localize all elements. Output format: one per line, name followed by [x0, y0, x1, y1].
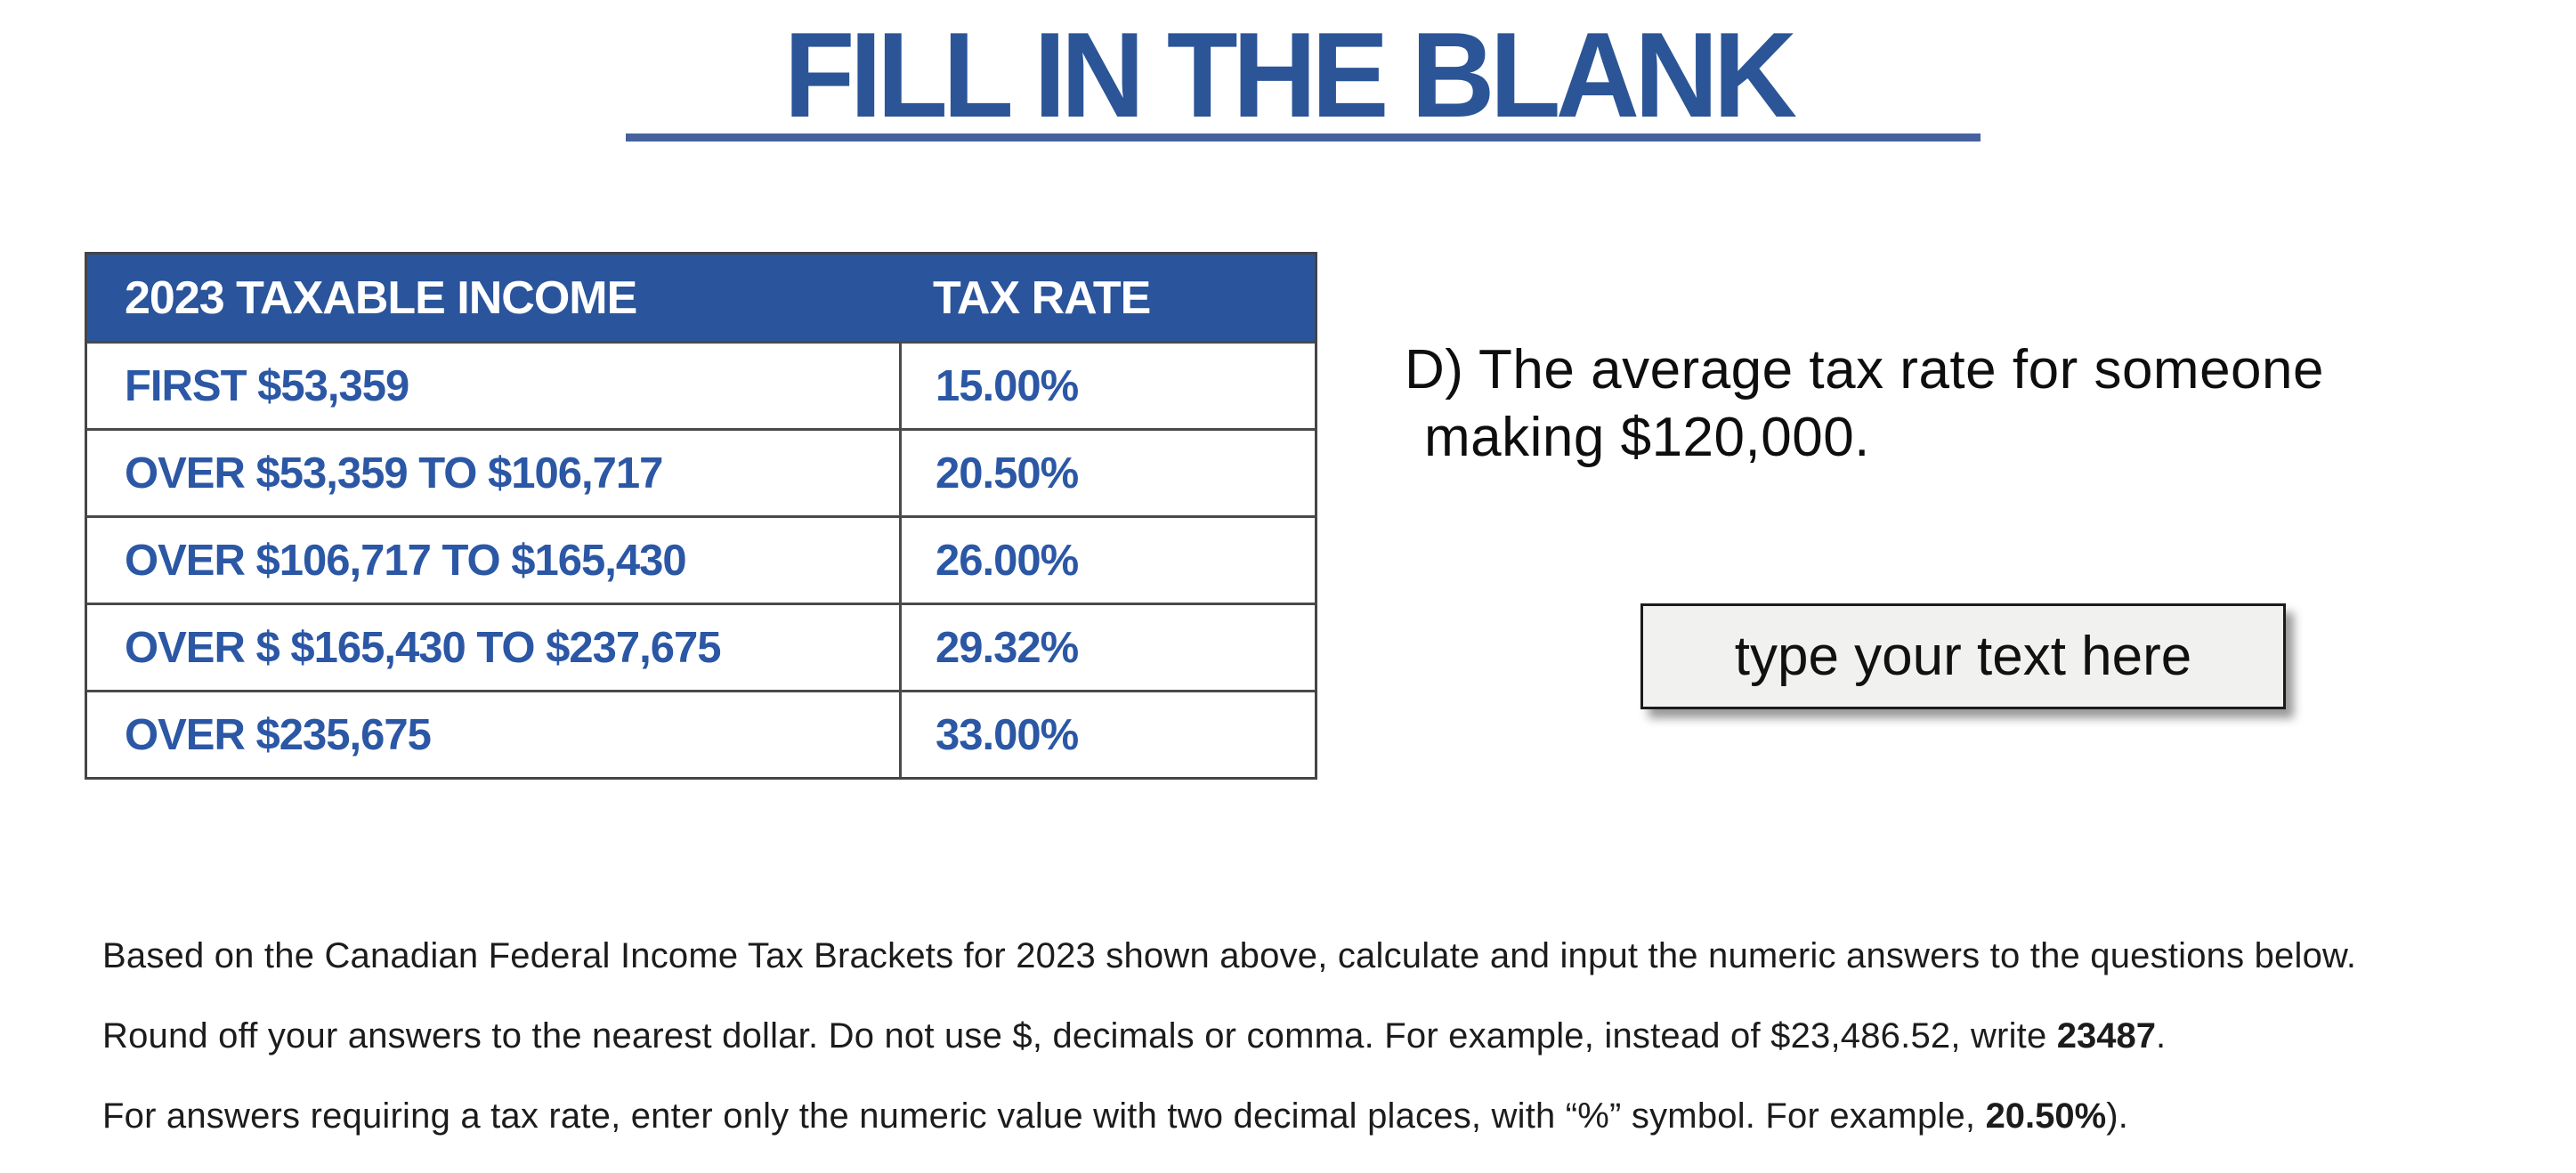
instruction-line-3: For answers requiring a tax rate, enter …: [102, 1093, 2128, 1139]
table-row: OVER $106,717 TO $165,430 26.00%: [87, 515, 1315, 603]
page-title: FILL IN THE BLANK: [783, 7, 1797, 142]
table-row: OVER $235,675 33.00%: [87, 690, 1315, 777]
instruction-line-2-example: 23487: [2056, 1016, 2156, 1056]
table-row: OVER $ $165,430 TO $237,675 29.32%: [87, 603, 1315, 690]
tax-rate-cell: 33.00%: [899, 692, 1315, 777]
tax-rate-cell: 15.00%: [899, 344, 1315, 428]
answer-input[interactable]: [1643, 606, 2283, 707]
instruction-line-3-text: For answers requiring a tax rate, enter …: [102, 1096, 1986, 1136]
title-underline: [626, 133, 1981, 142]
income-bracket-cell: OVER $106,717 TO $165,430: [125, 536, 687, 585]
tax-rate-cell: 29.32%: [899, 605, 1315, 690]
tax-rate-cell: 20.50%: [899, 431, 1315, 515]
table-row: OVER $53,359 TO $106,717 20.50%: [87, 428, 1315, 515]
income-bracket-cell: OVER $ $165,430 TO $237,675: [125, 623, 721, 672]
tax-bracket-table: 2023 TAXABLE INCOME TAX RATE FIRST $53,3…: [85, 252, 1317, 780]
instruction-line-2-end: .: [2155, 1016, 2167, 1056]
tax-rate-cell: 26.00%: [899, 518, 1315, 603]
instruction-line-3-example: 20.50%: [1985, 1096, 2107, 1136]
answer-box[interactable]: [1640, 603, 2286, 709]
instruction-line-1: Based on the Canadian Federal Income Tax…: [102, 936, 2357, 975]
column-header-taxable-income: 2023 TAXABLE INCOME: [125, 271, 637, 324]
income-bracket-cell: FIRST $53,359: [125, 361, 409, 410]
table-header-row: 2023 TAXABLE INCOME TAX RATE: [87, 255, 1315, 341]
question-text: D) The average tax rate for someone maki…: [1405, 336, 2324, 472]
income-bracket-cell: OVER $235,675: [125, 710, 432, 759]
income-bracket-cell: OVER $53,359 TO $106,717: [125, 449, 663, 498]
question-line-1: D) The average tax rate for someone: [1405, 339, 2324, 400]
instruction-line-2-text: Round off your answers to the nearest do…: [102, 1016, 2057, 1056]
table-row: FIRST $53,359 15.00%: [87, 341, 1315, 428]
question-line-2: making $120,000.: [1424, 407, 1870, 468]
instruction-line-2: Round off your answers to the nearest do…: [102, 1013, 2166, 1059]
column-header-tax-rate: TAX RATE: [933, 271, 1151, 324]
instruction-line-3-end: ).: [2106, 1096, 2129, 1136]
